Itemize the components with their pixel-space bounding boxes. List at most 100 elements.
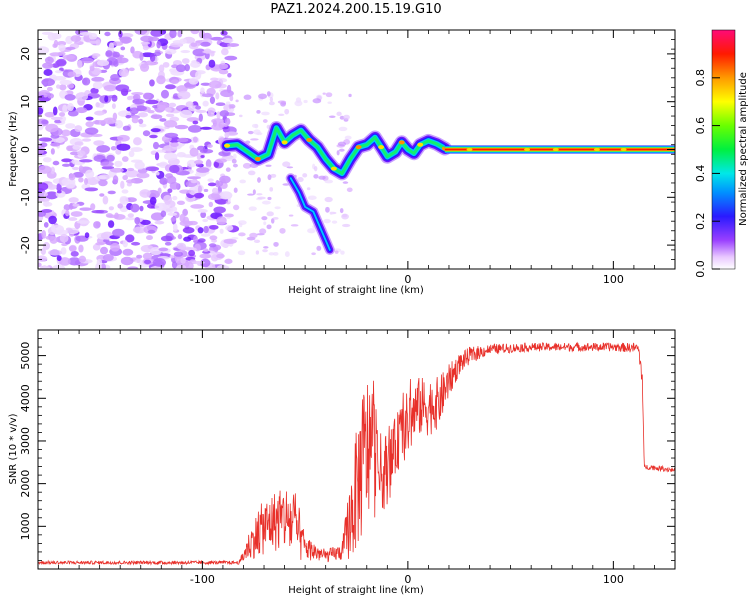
noise-blob (164, 200, 171, 205)
noise-blob (261, 216, 268, 221)
noise-blob (48, 215, 57, 225)
noise-blob (265, 164, 272, 167)
noise-blob (202, 218, 209, 223)
noise-blob (79, 32, 93, 36)
noise-blob (96, 59, 110, 67)
noise-blob (119, 36, 133, 44)
noise-blob (262, 119, 268, 123)
noise-blob (43, 221, 49, 228)
noise-blob (165, 107, 172, 113)
noise-blob (120, 33, 134, 38)
noise-blob (288, 214, 294, 217)
noise-blob (343, 114, 350, 120)
noise-blob (200, 155, 205, 159)
noise-blob (156, 75, 166, 85)
snr-ticks: -100 0 100 1000 2000 3000 4000 5000 (19, 329, 676, 586)
noise-blob (149, 53, 156, 62)
noise-blob (142, 130, 151, 137)
noise-blob (50, 116, 63, 121)
noise-blob (138, 118, 144, 125)
noise-blob (331, 220, 338, 224)
noise-blob (81, 138, 92, 142)
noise-blob (227, 73, 232, 78)
noise-blob (98, 179, 108, 187)
noise-blob (225, 101, 231, 105)
noise-blob (59, 84, 67, 91)
noise-blob (176, 85, 188, 93)
noise-blob (144, 259, 152, 265)
x-tick-label: -100 (190, 273, 215, 286)
noise-blob (88, 32, 98, 40)
carrier-hotspot (466, 148, 473, 151)
noise-blob (54, 70, 63, 74)
noise-blob (197, 238, 206, 243)
noise-blob (150, 114, 163, 120)
y-tick-label: -10 (19, 188, 32, 206)
noise-blob (208, 80, 222, 89)
noise-blob (78, 244, 84, 253)
noise-blob (125, 234, 135, 243)
noise-blob (38, 182, 49, 191)
noise-blob (145, 166, 160, 172)
spectrogram-ylabel: Frequency (Hz) (8, 111, 19, 187)
noise-blob (225, 224, 234, 231)
noise-blob (127, 213, 134, 218)
noise-blob (130, 159, 143, 163)
noise-blob (132, 98, 146, 105)
noise-blob (75, 235, 89, 242)
noise-blob (235, 99, 239, 103)
noise-blob (169, 30, 177, 39)
noise-blob (128, 67, 135, 72)
noise-blob (126, 182, 133, 187)
noise-blob (213, 161, 219, 168)
noise-blob (266, 91, 271, 97)
noise-blob (224, 213, 234, 218)
noise-blob (92, 53, 98, 59)
noise-blob (257, 196, 266, 200)
noise-blob (266, 211, 274, 217)
noise-blob (188, 249, 196, 257)
noise-blob (169, 164, 180, 174)
noise-blob (169, 181, 180, 190)
noise-blob (139, 52, 144, 61)
noise-blob (140, 219, 151, 225)
noise-blob (175, 64, 186, 73)
noise-blob (208, 59, 216, 68)
noise-blob (59, 233, 69, 243)
noise-blob (177, 90, 191, 100)
noise-blob (282, 183, 290, 186)
noise-blob (41, 229, 47, 239)
y-tick-label: 10 (19, 95, 32, 109)
noise-blob (101, 165, 115, 170)
noise-blob (170, 42, 184, 48)
noise-blob (173, 251, 184, 257)
noise-blob (171, 261, 178, 269)
noise-blob (93, 140, 105, 146)
noise-blob (90, 87, 99, 94)
noise-blob (99, 193, 105, 197)
noise-blob (118, 30, 123, 38)
noise-blob (93, 221, 101, 229)
noise-blob (65, 46, 76, 50)
noise-blob (205, 159, 212, 169)
noise-blob (125, 114, 132, 119)
noise-blob (181, 58, 190, 64)
noise-blob (328, 115, 336, 118)
noise-blob (75, 92, 89, 102)
noise-blob (94, 110, 105, 116)
noise-blob (256, 109, 261, 114)
noise-blob (229, 95, 234, 102)
noise-blob (197, 208, 208, 213)
noise-blob (277, 100, 287, 104)
noise-blob (95, 242, 105, 246)
noise-blob (110, 242, 121, 252)
noise-blob (142, 252, 153, 260)
noise-blob (128, 150, 135, 158)
noise-blob (104, 95, 109, 103)
noise-blob (294, 100, 303, 107)
noise-blob (216, 216, 227, 225)
noise-blob (249, 232, 258, 239)
noise-blob (96, 258, 103, 267)
noise-blob (202, 32, 212, 41)
